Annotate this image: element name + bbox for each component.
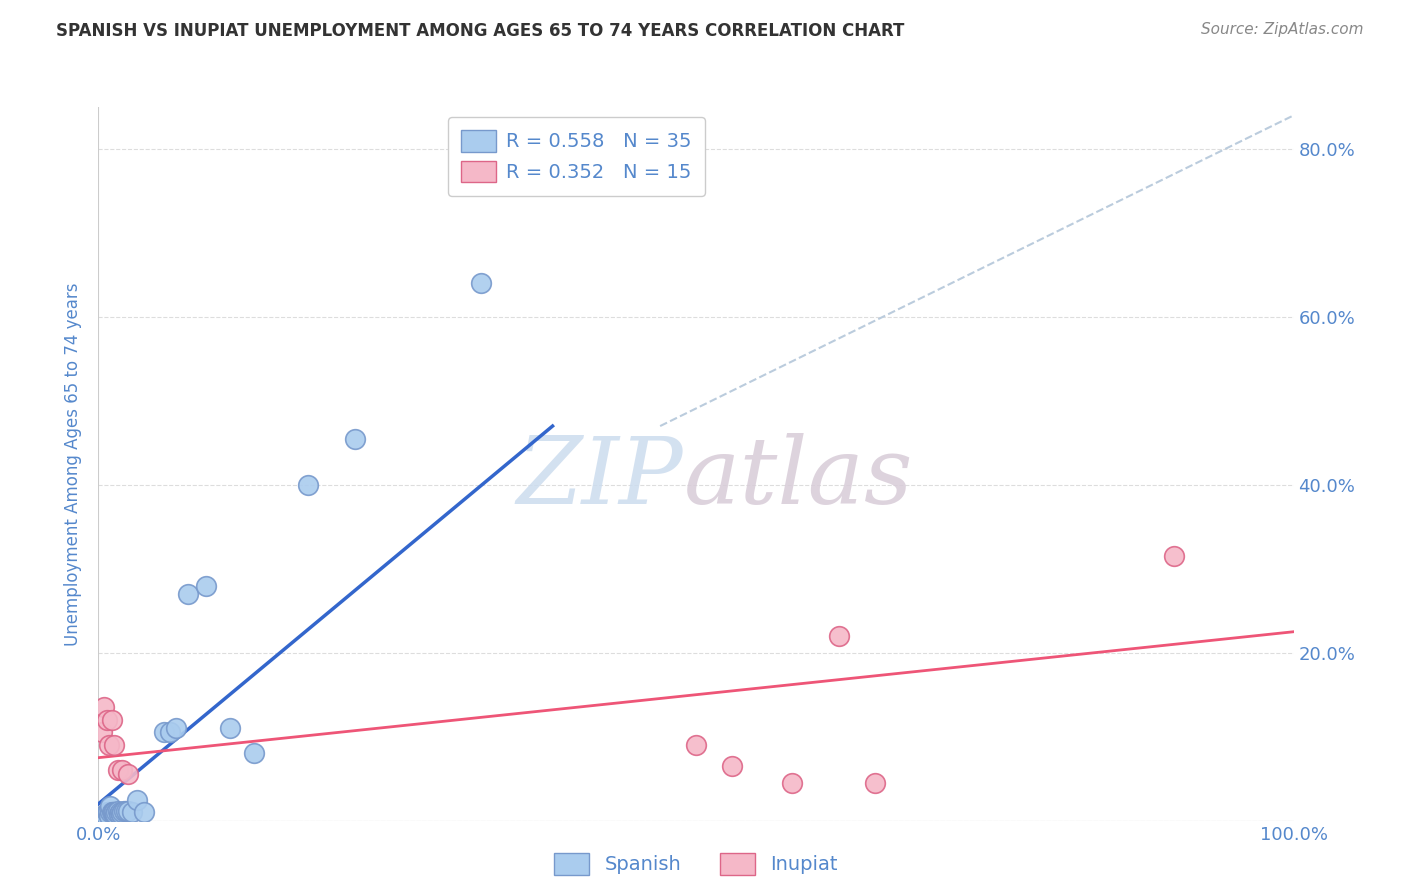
Point — [105, 805, 128, 820]
Point — [177, 587, 200, 601]
Point — [219, 721, 242, 735]
Point — [94, 809, 117, 823]
Point — [153, 725, 176, 739]
Point — [103, 738, 125, 752]
Text: SPANISH VS INUPIAT UNEMPLOYMENT AMONG AGES 65 TO 74 YEARS CORRELATION CHART: SPANISH VS INUPIAT UNEMPLOYMENT AMONG AG… — [56, 22, 904, 40]
Point — [863, 776, 887, 790]
Point — [112, 804, 135, 818]
Point — [101, 805, 124, 820]
Point — [111, 805, 134, 820]
Point — [100, 805, 122, 820]
Point — [165, 721, 187, 735]
Point — [132, 805, 155, 820]
Point — [780, 776, 803, 790]
Point — [103, 805, 125, 820]
Point — [828, 629, 851, 643]
Point — [107, 806, 129, 821]
Point — [115, 804, 138, 818]
Point — [111, 764, 134, 778]
Point — [194, 578, 218, 592]
Point — [93, 809, 115, 823]
Point — [685, 738, 707, 752]
Point — [121, 805, 143, 820]
Point — [117, 767, 139, 781]
Point — [110, 806, 132, 821]
Point — [93, 700, 115, 714]
Point — [721, 759, 744, 773]
Point — [1163, 549, 1185, 564]
Legend: Spanish, Inupiat: Spanish, Inupiat — [546, 846, 846, 882]
Point — [91, 809, 114, 823]
Point — [97, 805, 120, 820]
Point — [125, 792, 148, 806]
Point — [100, 713, 122, 727]
Point — [96, 805, 118, 820]
Point — [470, 277, 492, 291]
Point — [98, 798, 122, 813]
Text: ZIP: ZIP — [517, 434, 683, 523]
Text: atlas: atlas — [685, 434, 914, 523]
Text: Source: ZipAtlas.com: Source: ZipAtlas.com — [1201, 22, 1364, 37]
Point — [159, 725, 181, 739]
Y-axis label: Unemployment Among Ages 65 to 74 years: Unemployment Among Ages 65 to 74 years — [65, 282, 83, 646]
Point — [98, 738, 121, 752]
Point — [107, 764, 129, 778]
Point — [96, 713, 118, 727]
Point — [344, 432, 367, 446]
Point — [104, 806, 127, 821]
Point — [98, 805, 122, 820]
Point — [107, 804, 129, 818]
Point — [117, 804, 139, 818]
Point — [98, 809, 121, 823]
Point — [91, 725, 114, 739]
Point — [297, 478, 319, 492]
Point — [243, 747, 266, 761]
Point — [91, 809, 114, 823]
Point — [108, 805, 131, 820]
